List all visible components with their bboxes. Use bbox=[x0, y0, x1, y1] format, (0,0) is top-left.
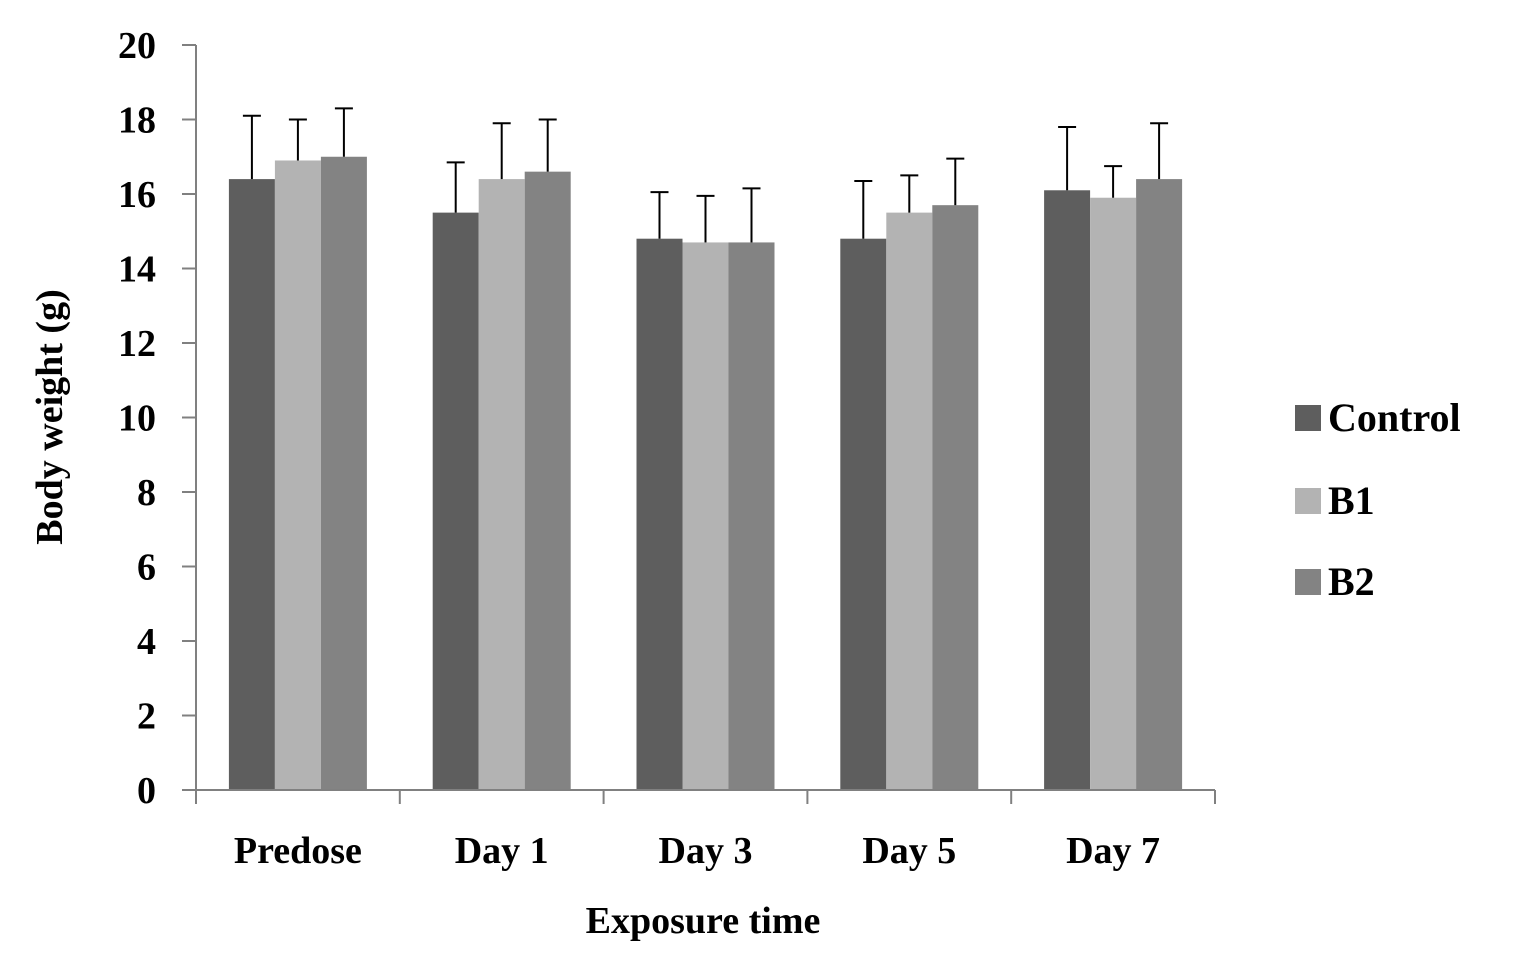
legend-label-control: Control bbox=[1328, 395, 1461, 440]
legend-swatch-b1 bbox=[1295, 488, 1321, 514]
bar-b1-day-7 bbox=[1090, 197, 1137, 791]
bar-control-day-1 bbox=[432, 212, 479, 790]
x-ticks: Predose Day 1 Day 3 Day 5 Day 7 bbox=[195, 790, 1216, 872]
y-tick-label: 0 bbox=[137, 770, 156, 812]
bar-b1-day-5 bbox=[886, 212, 933, 790]
y-tick-label: 10 bbox=[118, 398, 156, 440]
x-tick-label-day-1: Day 1 bbox=[455, 830, 549, 872]
y-tick-label: 8 bbox=[137, 472, 156, 514]
bar-b2-day-5 bbox=[932, 205, 979, 791]
error-bars-layer bbox=[242, 107, 1169, 243]
legend-swatch-b2 bbox=[1295, 569, 1321, 595]
y-tick-label: 4 bbox=[137, 621, 156, 663]
y-tick-label: 2 bbox=[137, 696, 156, 738]
bar-b2-day-7 bbox=[1136, 179, 1183, 791]
y-tick-label: 14 bbox=[118, 249, 156, 291]
legend: Control B1 B2 bbox=[1295, 395, 1461, 604]
x-tick-label-day-3: Day 3 bbox=[659, 830, 753, 872]
x-tick-label-day-7: Day 7 bbox=[1066, 830, 1160, 872]
x-tick-label-predose: Predose bbox=[234, 830, 362, 872]
bar-b2-predose bbox=[320, 156, 367, 790]
bars-layer bbox=[228, 156, 1183, 791]
y-tick-label: 16 bbox=[118, 174, 156, 216]
y-tick-label: 6 bbox=[137, 547, 156, 589]
bar-control-day-7 bbox=[1044, 190, 1091, 790]
bar-control-day-3 bbox=[636, 238, 683, 790]
y-tick-label: 18 bbox=[118, 100, 156, 142]
y-tick-label: 12 bbox=[118, 323, 156, 365]
legend-label-b2: B2 bbox=[1328, 559, 1375, 604]
bar-b2-day-3 bbox=[728, 242, 775, 791]
bar-b1-day-3 bbox=[682, 242, 729, 791]
bar-control-predose bbox=[228, 179, 275, 791]
y-tick-label: 20 bbox=[118, 25, 156, 67]
x-tick-label-day-5: Day 5 bbox=[862, 830, 956, 872]
bar-control-day-5 bbox=[840, 238, 887, 790]
bar-b1-day-1 bbox=[478, 179, 525, 791]
x-axis-title: Exposure time bbox=[586, 900, 821, 942]
bar-b1-predose bbox=[274, 160, 321, 791]
y-ticks: 0 2 4 6 8 10 12 14 16 18 20 bbox=[118, 25, 196, 812]
legend-label-b1: B1 bbox=[1328, 478, 1375, 523]
legend-swatch-control bbox=[1295, 405, 1321, 431]
bar-b2-day-1 bbox=[524, 171, 571, 790]
y-axis-title: Body weight (g) bbox=[29, 289, 71, 544]
